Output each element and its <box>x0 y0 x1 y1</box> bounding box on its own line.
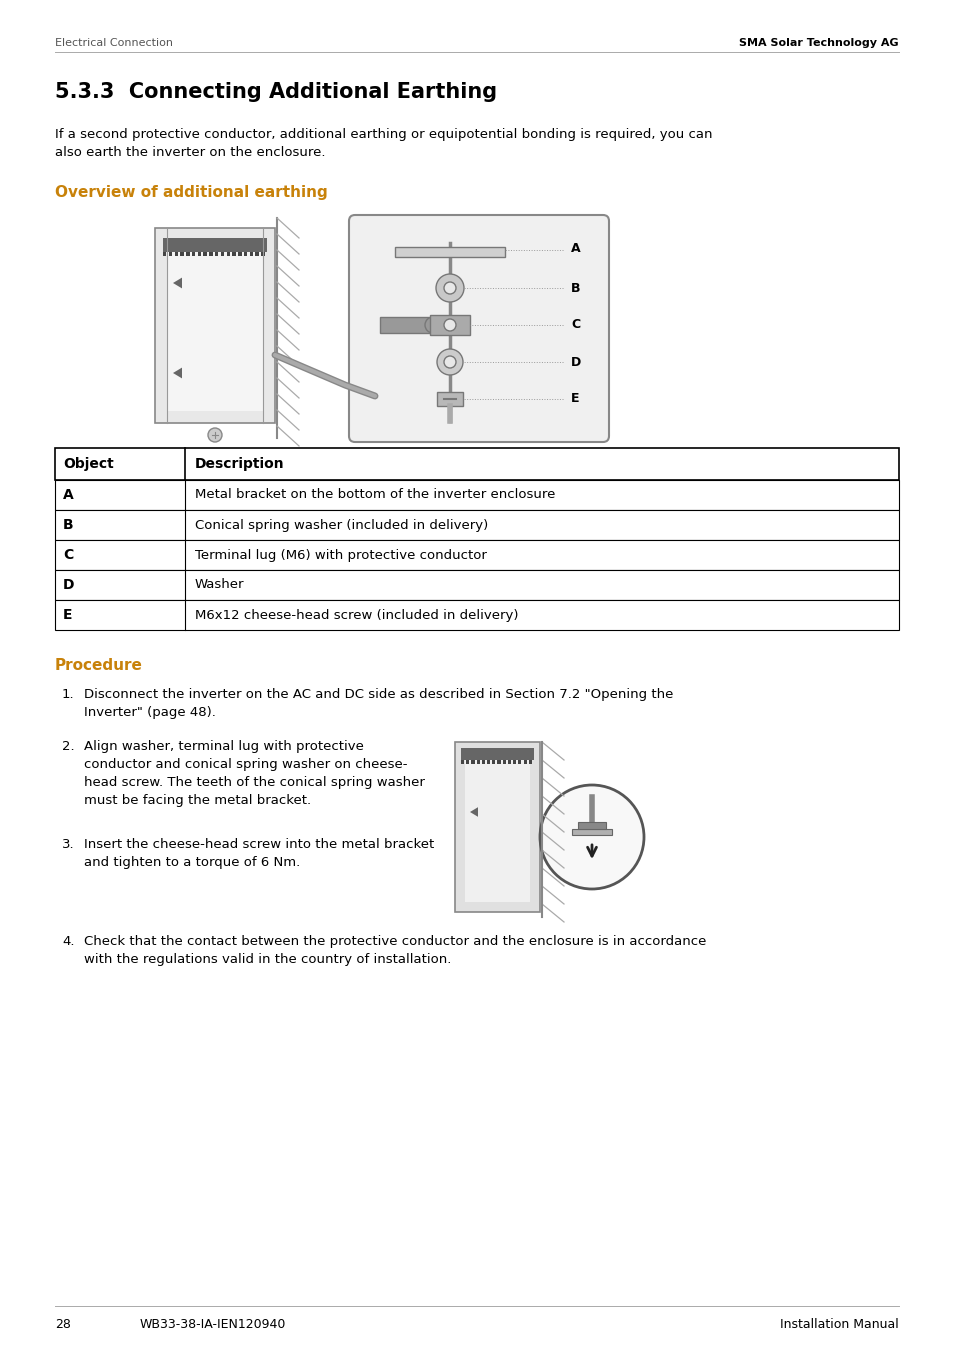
Bar <box>167 241 263 411</box>
Circle shape <box>208 429 222 442</box>
Text: Terminal lug (M6) with protective conductor: Terminal lug (M6) with protective conduc… <box>194 549 486 561</box>
Text: E: E <box>63 608 72 622</box>
Text: Align washer, terminal lug with protective
conductor and conical spring washer o: Align washer, terminal lug with protecti… <box>84 740 424 807</box>
Bar <box>214 251 218 256</box>
Bar <box>192 251 195 256</box>
Bar <box>492 760 495 764</box>
Bar <box>55 571 898 600</box>
Text: A: A <box>63 488 73 502</box>
Circle shape <box>424 316 440 333</box>
Text: WB33-38-IA-IEN120940: WB33-38-IA-IEN120940 <box>140 1318 286 1330</box>
Bar <box>233 251 235 256</box>
Bar <box>471 760 474 764</box>
Bar <box>163 251 166 256</box>
Bar <box>238 251 241 256</box>
Text: 3.: 3. <box>62 838 74 850</box>
Text: 5.3.3  Connecting Additional Earthing: 5.3.3 Connecting Additional Earthing <box>55 82 497 101</box>
Bar <box>528 760 532 764</box>
Text: Washer: Washer <box>194 579 244 592</box>
Bar <box>460 748 534 760</box>
Circle shape <box>436 274 463 301</box>
Bar <box>55 510 898 539</box>
Bar <box>220 251 224 256</box>
Circle shape <box>539 786 643 890</box>
Bar <box>180 251 184 256</box>
Bar <box>55 448 898 480</box>
Bar <box>572 829 612 836</box>
Bar <box>55 480 898 510</box>
Bar <box>466 760 469 764</box>
Bar <box>507 760 511 764</box>
Text: C: C <box>571 319 579 331</box>
Bar <box>430 315 470 335</box>
Circle shape <box>436 349 462 375</box>
Circle shape <box>443 283 456 293</box>
Bar <box>481 760 484 764</box>
Bar <box>487 760 490 764</box>
Bar <box>186 251 190 256</box>
Text: Check that the contact between the protective conductor and the enclosure is in : Check that the contact between the prote… <box>84 936 705 965</box>
Text: 1.: 1. <box>62 688 74 700</box>
Bar <box>517 760 521 764</box>
Bar <box>55 539 898 571</box>
Text: 2.: 2. <box>62 740 74 753</box>
Polygon shape <box>172 277 182 288</box>
Text: Procedure: Procedure <box>55 658 143 673</box>
Text: D: D <box>63 579 74 592</box>
Text: C: C <box>63 548 73 562</box>
Bar <box>379 316 435 333</box>
Text: Conical spring washer (included in delivery): Conical spring washer (included in deliv… <box>194 519 488 531</box>
Text: Overview of additional earthing: Overview of additional earthing <box>55 185 328 200</box>
Bar <box>226 251 230 256</box>
Bar <box>255 251 258 256</box>
Bar <box>203 251 207 256</box>
Text: 4.: 4. <box>62 936 74 948</box>
Bar <box>502 760 505 764</box>
Bar <box>460 760 464 764</box>
Text: Object: Object <box>63 457 113 470</box>
Bar <box>476 760 479 764</box>
Bar <box>154 228 274 423</box>
Text: Insert the cheese-head screw into the metal bracket
and tighten to a torque of 6: Insert the cheese-head screw into the me… <box>84 838 434 869</box>
Text: If a second protective conductor, additional earthing or equipotential bonding i: If a second protective conductor, additi… <box>55 128 712 160</box>
Text: M6x12 cheese-head screw (included in delivery): M6x12 cheese-head screw (included in del… <box>194 608 518 622</box>
Circle shape <box>443 319 456 331</box>
Polygon shape <box>470 807 477 817</box>
Text: Disconnect the inverter on the AC and DC side as described in Section 7.2 "Openi: Disconnect the inverter on the AC and DC… <box>84 688 673 719</box>
Bar <box>209 251 213 256</box>
Text: Installation Manual: Installation Manual <box>780 1318 898 1330</box>
Text: 28: 28 <box>55 1318 71 1330</box>
FancyBboxPatch shape <box>349 215 608 442</box>
Bar <box>464 752 530 902</box>
Polygon shape <box>172 368 182 379</box>
Bar <box>261 251 264 256</box>
Bar <box>250 251 253 256</box>
Bar <box>497 760 500 764</box>
Text: A: A <box>571 242 580 254</box>
Bar <box>55 600 898 630</box>
Bar <box>513 760 516 764</box>
Text: SMA Solar Technology AG: SMA Solar Technology AG <box>739 38 898 49</box>
Text: Electrical Connection: Electrical Connection <box>55 38 172 49</box>
Bar <box>163 238 267 251</box>
Text: D: D <box>571 356 580 369</box>
Bar <box>395 247 504 257</box>
Bar <box>436 392 462 406</box>
Text: B: B <box>571 281 579 295</box>
Bar <box>455 742 539 913</box>
Text: E: E <box>571 392 578 406</box>
Bar <box>197 251 201 256</box>
Bar <box>174 251 178 256</box>
Bar <box>169 251 172 256</box>
Text: Description: Description <box>194 457 284 470</box>
Circle shape <box>443 356 456 368</box>
Text: Metal bracket on the bottom of the inverter enclosure: Metal bracket on the bottom of the inver… <box>194 488 555 502</box>
Bar <box>578 822 605 829</box>
Bar <box>523 760 526 764</box>
Bar <box>244 251 247 256</box>
Text: B: B <box>63 518 73 531</box>
